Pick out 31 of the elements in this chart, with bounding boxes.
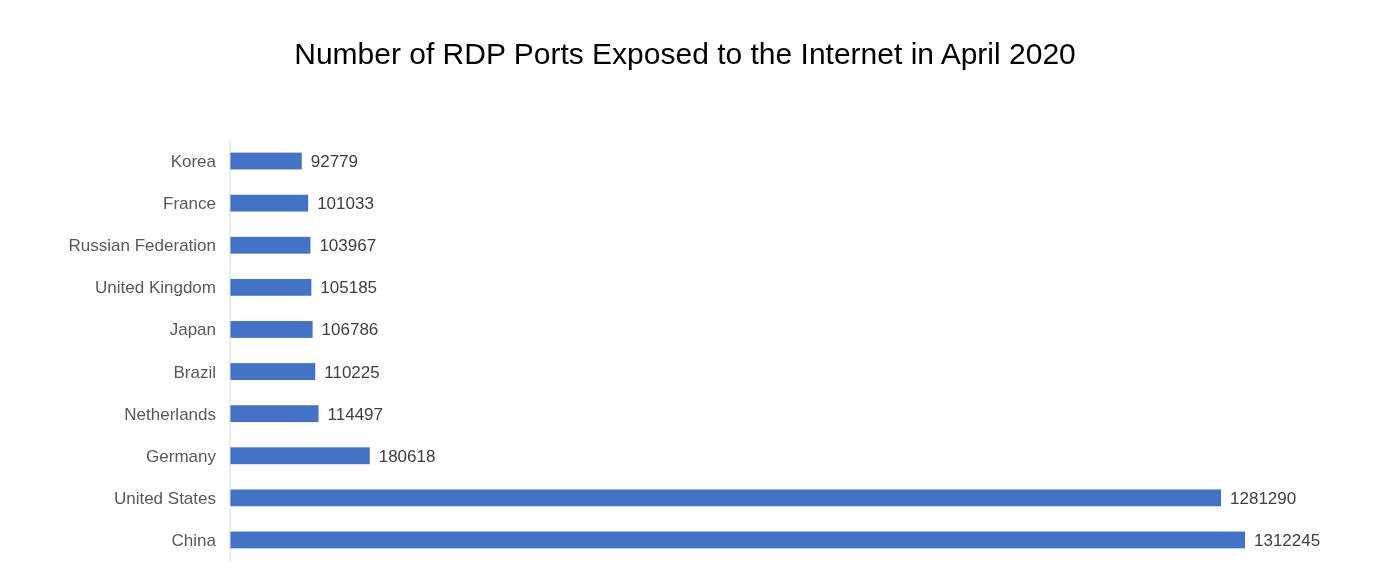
bar: [230, 236, 311, 254]
chart-title: Number of RDP Ports Exposed to the Internet in April 2020: [294, 37, 1076, 70]
data-label: 1281290: [1230, 488, 1297, 508]
bar: [230, 531, 1245, 549]
y-tick-label: Japan: [169, 320, 216, 340]
y-tick-label: United States: [113, 488, 216, 508]
data-label: 101033: [317, 194, 374, 214]
bar: [230, 278, 312, 296]
y-tick-label: United Kingdom: [95, 278, 216, 298]
bar: [230, 405, 319, 423]
data-label: 180618: [378, 446, 436, 466]
y-tick-label: Germany: [146, 446, 217, 466]
data-label: 1312245: [1254, 530, 1321, 550]
data-label: 92779: [310, 152, 359, 171]
bar: [230, 489, 1222, 507]
y-tick-label: Korea: [170, 152, 217, 171]
bar: [230, 152, 302, 170]
y-tick-label: China: [171, 530, 217, 550]
y-tick-label: Russian Federation: [68, 236, 216, 256]
data-label: 103967: [319, 236, 377, 256]
data-label: 105185: [320, 278, 378, 298]
bar: [230, 363, 316, 380]
bar: [230, 447, 370, 465]
y-tick-label: France: [163, 194, 216, 214]
data-label: 110225: [324, 362, 380, 382]
bar: [230, 194, 309, 212]
y-tick-label: Netherlands: [124, 404, 216, 424]
bar: [230, 321, 313, 338]
y-tick-label: Brazil: [173, 362, 216, 382]
data-label: 114497: [327, 404, 384, 424]
data-label: 106786: [321, 320, 379, 340]
